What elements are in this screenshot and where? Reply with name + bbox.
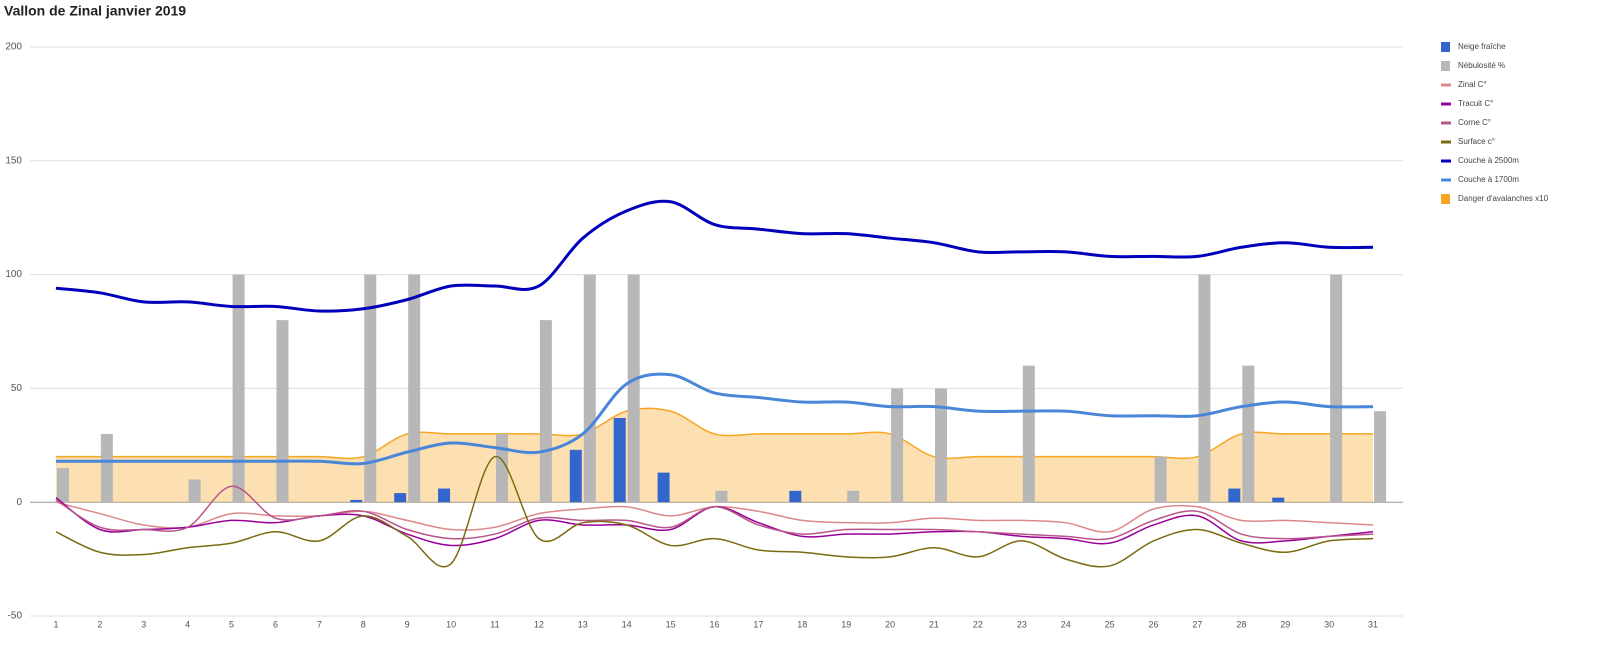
bar (715, 490, 728, 503)
x-tick-label: 6 (273, 619, 278, 629)
x-tick-label: 21 (929, 619, 939, 629)
bar (56, 468, 69, 503)
x-tick-label: 14 (622, 619, 632, 629)
x-tick-label: 8 (361, 619, 366, 629)
x-tick-label: 24 (1061, 619, 1071, 629)
bar (583, 274, 596, 503)
x-tick-label: 17 (753, 619, 763, 629)
x-tick-label: 18 (797, 619, 807, 629)
x-tick-label: 11 (490, 619, 499, 629)
line (55, 485, 1374, 541)
bar (1228, 488, 1241, 503)
bar (627, 274, 640, 503)
x-tick-label: 25 (1105, 619, 1115, 629)
y-tick-label: 150 (5, 155, 22, 166)
x-tick-label: 23 (1017, 619, 1027, 629)
legend-label: Zinal C° (1458, 80, 1487, 89)
x-tick-label: 28 (1236, 619, 1246, 629)
x-tick-label: 19 (841, 619, 851, 629)
x-tick-label: 10 (446, 619, 456, 629)
x-tick-label: 3 (141, 619, 146, 629)
legend-swatch (1441, 159, 1451, 163)
x-tick-label: 13 (578, 619, 588, 629)
legend-swatch (1441, 61, 1450, 71)
bar (276, 320, 289, 503)
legend-swatch (1441, 83, 1451, 87)
bar (408, 274, 421, 503)
bar (1198, 274, 1211, 503)
bar (394, 493, 407, 503)
area-line (55, 407, 1374, 460)
x-tick-label: 31 (1368, 619, 1378, 629)
x-tick-label: 22 (973, 619, 983, 629)
bar (891, 388, 904, 503)
x-tick-label: 5 (229, 619, 234, 629)
x-tick-label: 12 (534, 619, 544, 629)
line (55, 199, 1374, 313)
x-tick-label: 15 (666, 619, 676, 629)
x-tick-label: 4 (185, 619, 190, 629)
x-tick-label: 1 (53, 619, 58, 629)
bar (847, 490, 860, 503)
bar (1330, 274, 1343, 503)
area-fill (55, 408, 1374, 503)
legend-swatch (1441, 140, 1451, 144)
bar (350, 499, 363, 503)
y-tick-label: 200 (5, 42, 22, 53)
bar (539, 320, 552, 503)
bar (188, 479, 201, 503)
y-tick-label: -50 (8, 611, 23, 622)
y-tick-label: 0 (16, 497, 22, 508)
bar (613, 417, 626, 503)
bar (935, 388, 948, 503)
x-tick-label: 2 (97, 619, 102, 629)
line (55, 455, 1374, 568)
legend-label: Couche à 1700m (1458, 175, 1519, 184)
bar (232, 274, 245, 503)
legend-swatch (1441, 178, 1451, 182)
bar (495, 433, 508, 503)
legend-swatch (1441, 121, 1451, 125)
bar (1022, 365, 1035, 503)
bar (1154, 456, 1167, 503)
chart-title: Vallon de Zinal janvier 2019 (4, 3, 186, 19)
bar (657, 472, 670, 503)
x-tick-label: 16 (709, 619, 719, 629)
bar (364, 274, 377, 503)
x-tick-label: 9 (405, 619, 410, 629)
x-tick-label: 30 (1324, 619, 1334, 629)
bar (569, 449, 582, 503)
legend-label: Surface c° (1458, 137, 1495, 146)
bar (789, 490, 802, 503)
bar (1272, 497, 1285, 503)
legend-swatch (1441, 42, 1450, 52)
x-tick-label: 20 (885, 619, 895, 629)
bar (438, 488, 451, 503)
line (55, 372, 1374, 466)
legend-label: Nébulosité % (1458, 61, 1505, 70)
x-tick-label: 29 (1280, 619, 1290, 629)
legend-label: Danger d'avalanches x10 (1458, 194, 1549, 203)
bar (100, 433, 113, 503)
legend-label: Neige fraîche (1458, 42, 1506, 51)
bar (1242, 365, 1255, 503)
legend-label: Corne C° (1458, 118, 1491, 127)
x-tick-label: 7 (317, 619, 322, 629)
y-tick-label: 100 (5, 269, 22, 280)
x-tick-label: 26 (1149, 619, 1159, 629)
legend-swatch (1441, 194, 1450, 204)
bar (1374, 411, 1387, 503)
legend-label: Tracuit C° (1458, 99, 1493, 108)
legend-swatch (1441, 102, 1451, 106)
x-tick-label: 27 (1192, 619, 1202, 629)
legend-label: Couche à 2500m (1458, 156, 1519, 165)
y-tick-label: 50 (11, 383, 23, 394)
